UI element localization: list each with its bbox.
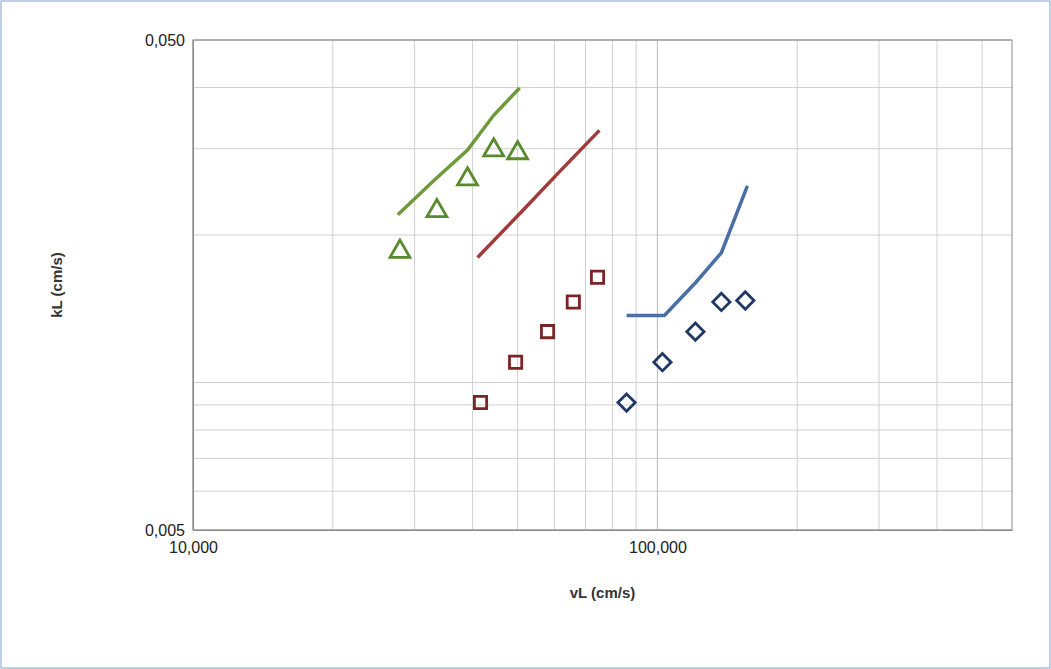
minor-grid-line — [585, 40, 586, 530]
data-point — [474, 396, 486, 408]
minor-grid-line — [193, 429, 1012, 430]
data-point — [618, 394, 635, 411]
data-point — [484, 139, 504, 156]
model-line — [398, 88, 520, 215]
chart-background — [1, 1, 1050, 668]
data-point — [567, 296, 579, 308]
minor-grid-line — [612, 40, 613, 530]
minor-grid-line — [879, 40, 880, 530]
minor-grid-line — [193, 382, 1012, 383]
minor-grid-line — [332, 40, 333, 530]
minor-grid-line — [193, 404, 1012, 405]
x-tick: 100,000 — [629, 530, 687, 556]
minor-grid-line — [414, 40, 415, 530]
data-point — [737, 292, 754, 309]
y-axis: 0,005 0,050 — [145, 32, 194, 539]
model-line — [627, 186, 748, 316]
minor-grid-line — [193, 458, 1012, 459]
y-tick: 0,005 — [145, 522, 193, 539]
minor-grid-line — [517, 40, 518, 530]
data-point — [458, 168, 478, 185]
x-tick-label: 10,000 — [169, 539, 218, 556]
data-point — [509, 356, 521, 368]
grid — [193, 40, 1012, 530]
plot-background — [193, 40, 1012, 530]
y-axis-title: kL (cm/s) — [48, 252, 65, 318]
data-point — [654, 354, 671, 371]
plot-frame — [193, 40, 1012, 530]
chart: 10,000 100,000 0,005 0,050 vL (cm/s) kL (cm/s… — [0, 0, 1051, 669]
model-line — [478, 130, 600, 257]
minor-grid-line — [937, 40, 938, 530]
minor-grid-line — [193, 491, 1012, 492]
y-tick-label: 0,050 — [145, 32, 185, 49]
data-point — [541, 326, 553, 338]
marks — [390, 88, 754, 411]
minor-grid-line — [657, 40, 658, 530]
data-point — [591, 271, 603, 283]
x-tick-label: 100,000 — [629, 539, 687, 556]
minor-grid-line — [797, 40, 798, 530]
data-point — [508, 142, 528, 159]
data-point — [390, 240, 410, 257]
x-axis: 10,000 100,000 — [169, 530, 1012, 556]
y-tick-label: 0,005 — [145, 522, 185, 539]
minor-grid-line — [193, 148, 1012, 149]
minor-grid-line — [193, 87, 1012, 88]
x-axis-title: vL (cm/s) — [570, 584, 636, 601]
minor-grid-line — [636, 40, 637, 530]
data-point — [427, 199, 447, 216]
minor-grid-line — [982, 40, 983, 530]
plot: 10,000 100,000 0,005 0,050 — [145, 32, 1013, 557]
minor-grid-line — [554, 40, 555, 530]
data-point — [687, 323, 704, 340]
minor-grid-line — [472, 40, 473, 530]
data-point — [713, 293, 730, 310]
minor-grid-line — [193, 234, 1012, 235]
y-tick: 0,050 — [145, 32, 193, 49]
grid-line — [657, 40, 658, 530]
